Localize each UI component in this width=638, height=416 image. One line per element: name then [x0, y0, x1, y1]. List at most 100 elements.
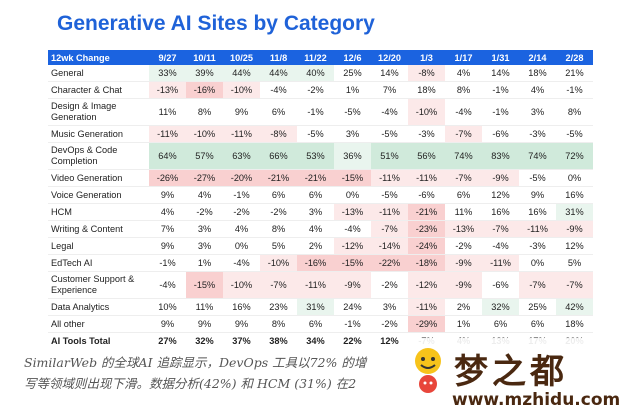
value-cell: 3%	[334, 125, 371, 143]
value-cell: 3%	[519, 98, 556, 126]
value-cell: 16%	[556, 186, 593, 204]
row-label: Music Generation	[48, 125, 149, 143]
row-label: Design & Image Generation	[48, 98, 149, 126]
value-cell: 8%	[445, 81, 482, 99]
value-cell: 12%	[482, 186, 519, 204]
column-header: 9/27	[149, 50, 186, 65]
value-cell: 10%	[149, 298, 186, 316]
value-cell: 9%	[149, 237, 186, 255]
table-row: Writing & Content 7% 3% 4% 8% 4% -4% -7% -23% -13…	[48, 220, 593, 238]
value-cell: -11%	[149, 125, 186, 143]
value-cell: -21%	[297, 169, 334, 187]
value-cell: -8%	[408, 65, 445, 82]
value-cell: -3%	[519, 125, 556, 143]
value-cell: 24%	[334, 298, 371, 316]
value-cell: -11%	[408, 169, 445, 187]
value-cell: 6%	[297, 315, 334, 333]
value-cell: 56%	[408, 142, 445, 170]
column-header: 12/20	[371, 50, 408, 65]
value-cell: -8%	[260, 125, 297, 143]
value-cell: -7%	[519, 271, 556, 299]
value-cell: 31%	[556, 203, 593, 221]
column-header: 1/17	[445, 50, 482, 65]
value-cell: 6%	[482, 315, 519, 333]
value-cell: -9%	[334, 271, 371, 299]
value-cell: -10%	[186, 125, 223, 143]
value-cell: 33%	[149, 65, 186, 82]
value-cell: 51%	[371, 142, 408, 170]
value-cell: 11%	[186, 298, 223, 316]
value-cell: 25%	[334, 65, 371, 82]
value-cell: 14%	[482, 65, 519, 82]
watermark-name: 梦之都	[454, 352, 568, 392]
row-label: EdTech AI	[48, 254, 149, 272]
value-cell: -5%	[297, 125, 334, 143]
value-cell: 11%	[149, 98, 186, 126]
value-cell: -15%	[334, 254, 371, 272]
value-cell: 9%	[149, 315, 186, 333]
value-cell: -15%	[186, 271, 223, 299]
table-row: All other 9% 9% 9% 8% 6% -1% -2% -29% 1% 6% 6% 18%	[48, 315, 593, 333]
value-cell: -1%	[334, 315, 371, 333]
column-header: 12/6	[334, 50, 371, 65]
chart-title: Generative AI Sites by Category	[57, 12, 375, 35]
table-row: Legal 9% 3% 0% 5% 2% -12% -14% -24% -2% -4% -3% 12%	[48, 237, 593, 255]
value-cell: 8%	[556, 98, 593, 126]
value-cell: -7%	[260, 271, 297, 299]
caption: SimilarWeb 的全球AI 追踪显示，DevOps 工具以72% 的增 写…	[24, 352, 624, 394]
value-cell: -9%	[445, 254, 482, 272]
value-cell: 11%	[445, 203, 482, 221]
value-cell: -10%	[223, 271, 260, 299]
value-cell: -4%	[334, 220, 371, 238]
value-cell: -11%	[223, 125, 260, 143]
row-label: All other	[48, 315, 149, 333]
value-cell: -29%	[408, 315, 445, 333]
row-label: General	[48, 65, 149, 82]
value-cell: -4%	[482, 237, 519, 255]
value-cell: -13%	[149, 81, 186, 99]
watermark-url: www.mzhidu.com	[452, 390, 621, 410]
value-cell: 4%	[519, 81, 556, 99]
value-cell: 9%	[223, 98, 260, 126]
value-cell: 22%	[343, 336, 362, 346]
value-cell: -22%	[371, 254, 408, 272]
value-cell: -1%	[223, 186, 260, 204]
table-row: HCM 4% -2% -2% -2% 3% -13% -11% -21% 11% 16% 16% 31%	[48, 203, 593, 221]
value-cell: 4%	[149, 203, 186, 221]
value-cell: -9%	[482, 169, 519, 187]
value-cell: 18%	[408, 81, 445, 99]
value-cell: -5%	[556, 125, 593, 143]
value-cell: -18%	[408, 254, 445, 272]
value-cell: -12%	[334, 237, 371, 255]
value-cell: 74%	[445, 142, 482, 170]
value-cell: -24%	[408, 237, 445, 255]
value-cell: 40%	[297, 65, 334, 82]
column-header: 11/8	[260, 50, 297, 65]
value-cell: -12%	[408, 271, 445, 299]
value-cell: 12%	[556, 237, 593, 255]
value-cell: -11%	[297, 271, 334, 299]
value-cell: -1%	[482, 81, 519, 99]
table-row: Customer Support & Experience -4% -15% -10%…	[48, 271, 593, 299]
value-cell: 42%	[556, 298, 593, 316]
value-cell: 44%	[223, 65, 260, 82]
value-cell: -11%	[371, 169, 408, 187]
value-cell: 3%	[186, 237, 223, 255]
value-cell: 7%	[371, 81, 408, 99]
header-row: 12wk Change 9/27 10/11 10/25 11/8 11/22 12/6 1…	[48, 50, 593, 65]
column-header: 1/31	[482, 50, 519, 65]
value-cell: -21%	[260, 169, 297, 187]
table-row: Character & Chat -13% -16% -10% -4% -2% 1% 7% 18…	[48, 81, 593, 99]
row-label: HCM	[48, 203, 149, 221]
value-cell: -21%	[408, 203, 445, 221]
value-cell: 2%	[297, 237, 334, 255]
value-cell: -6%	[482, 271, 519, 299]
value-cell: -1%	[556, 81, 593, 99]
table-row: Video Generation -26% -27% -20% -21% -21% -15%…	[48, 169, 593, 187]
value-cell: -6%	[482, 125, 519, 143]
value-cell: 4%	[223, 220, 260, 238]
value-cell: -27%	[186, 169, 223, 187]
column-header: 10/25	[223, 50, 260, 65]
table-row: Music Generation -11% -10% -11% -8% -5% 3% -5% -…	[48, 125, 593, 143]
value-cell: 25%	[519, 298, 556, 316]
